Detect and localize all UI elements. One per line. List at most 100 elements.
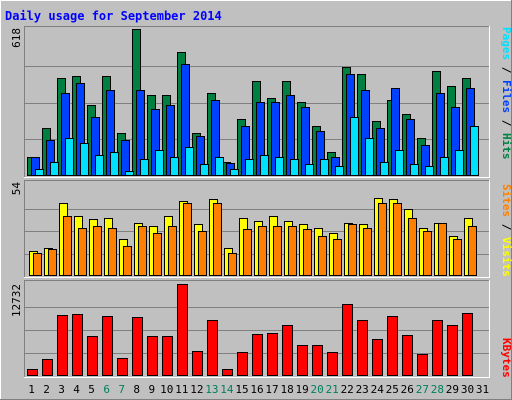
- bar-sites-day-19: [303, 229, 312, 276]
- bar-kbytes-day-17: [267, 333, 278, 376]
- bar-sites-day-22: [348, 224, 357, 276]
- day-label-8: 8: [133, 383, 140, 396]
- bar-pages-day-9: [155, 150, 164, 176]
- day-label-19: 19: [295, 383, 308, 396]
- bar-sites-day-10: [168, 226, 177, 276]
- bar-pages-day-1: [35, 169, 44, 176]
- bar-sites-day-18: [288, 226, 297, 276]
- legend-top-part-3: /: [500, 113, 512, 133]
- day-label-24: 24: [371, 383, 385, 396]
- bar-kbytes-day-11: [177, 284, 188, 376]
- bar-kbytes-day-20: [312, 345, 323, 376]
- bar-pages-day-3: [65, 138, 74, 176]
- bar-pages-day-20: [320, 159, 329, 176]
- bar-pages-day-23: [365, 138, 374, 176]
- day-label-2: 2: [43, 383, 50, 396]
- bar-sites-day-23: [363, 228, 372, 276]
- bar-kbytes-day-6: [102, 316, 113, 376]
- bar-sites-day-13: [213, 203, 222, 276]
- bar-files-day-7: [121, 140, 130, 176]
- day-label-16: 16: [250, 383, 263, 396]
- panel-1: [24, 26, 490, 178]
- bar-sites-day-16: [258, 226, 267, 276]
- bar-kbytes-day-1: [27, 369, 38, 376]
- day-label-7: 7: [118, 383, 125, 396]
- bar-kbytes-day-27: [417, 354, 428, 376]
- panel-3: [24, 280, 490, 378]
- bar-kbytes-day-24: [372, 339, 383, 376]
- bar-kbytes-day-18: [282, 325, 293, 376]
- legend-sites-visits: Sites / Visits: [500, 184, 512, 277]
- day-label-29: 29: [446, 383, 459, 396]
- bar-kbytes-day-22: [342, 304, 353, 376]
- day-label-12: 12: [190, 383, 203, 396]
- day-label-9: 9: [148, 383, 155, 396]
- bar-kbytes-day-28: [432, 320, 443, 376]
- legend-top-part-0: Pages: [500, 27, 512, 60]
- day-label-13: 13: [205, 383, 218, 396]
- bar-sites-day-6: [108, 228, 117, 276]
- day-label-3: 3: [58, 383, 65, 396]
- legend-bottom-part-0: KBytes: [500, 338, 512, 378]
- bar-sites-day-9: [153, 233, 162, 276]
- chart-panels: [24, 26, 490, 378]
- bar-sites-day-26: [408, 218, 417, 276]
- bar-pages-day-16: [260, 155, 269, 176]
- bar-pages-day-17: [275, 157, 284, 176]
- bar-pages-day-18: [290, 159, 299, 176]
- bar-kbytes-day-13: [207, 320, 218, 376]
- panel-2: [24, 180, 490, 278]
- bar-sites-day-7: [123, 246, 132, 276]
- bar-kbytes-day-25: [387, 316, 398, 376]
- day-label-15: 15: [235, 383, 248, 396]
- day-label-25: 25: [386, 383, 399, 396]
- bar-sites-day-5: [93, 226, 102, 276]
- bar-pages-day-29: [455, 150, 464, 176]
- bar-pages-day-27: [425, 166, 434, 176]
- bar-pages-day-15: [245, 159, 254, 176]
- day-label-21: 21: [326, 383, 339, 396]
- bar-pages-day-21: [335, 166, 344, 176]
- bar-sites-day-21: [333, 239, 342, 276]
- day-label-28: 28: [431, 383, 444, 396]
- day-label-4: 4: [73, 383, 80, 396]
- bar-sites-day-15: [243, 229, 252, 276]
- bar-sites-day-3: [63, 216, 72, 276]
- bar-pages-day-8: [140, 159, 149, 176]
- day-label-5: 5: [88, 383, 95, 396]
- bar-sites-day-24: [378, 203, 387, 276]
- bar-sites-day-27: [423, 231, 432, 276]
- bar-kbytes-day-19: [297, 345, 308, 376]
- bar-pages-day-2: [50, 162, 59, 176]
- day-label-26: 26: [401, 383, 414, 396]
- bar-pages-day-28: [440, 157, 449, 176]
- bar-kbytes-day-14: [222, 369, 233, 376]
- bar-pages-day-13: [215, 157, 224, 176]
- bar-pages-day-24: [380, 162, 389, 176]
- top-axis-max-label: 618: [10, 28, 23, 48]
- day-label-17: 17: [265, 383, 278, 396]
- day-label-20: 20: [310, 383, 323, 396]
- day-label-14: 14: [220, 383, 234, 396]
- bar-sites-day-20: [318, 236, 327, 276]
- bar-sites-day-2: [48, 249, 57, 276]
- day-label-6: 6: [103, 383, 110, 396]
- bar-sites-day-11: [183, 203, 192, 276]
- bottom-axis-max-label: 12732: [10, 284, 23, 317]
- bar-pages-day-4: [80, 143, 89, 176]
- bar-pages-day-7: [125, 171, 134, 176]
- bar-sites-day-4: [78, 228, 87, 276]
- day-label-30: 30: [461, 383, 474, 396]
- bar-sites-day-29: [453, 239, 462, 276]
- bar-sites-day-8: [138, 226, 147, 276]
- day-label-10: 10: [160, 383, 173, 396]
- chart-title: Daily usage for September 2014: [5, 9, 222, 23]
- day-label-1: 1: [28, 383, 35, 396]
- bar-kbytes-day-21: [327, 352, 338, 376]
- legend-kbytes: KBytes: [500, 338, 512, 378]
- bar-kbytes-day-8: [132, 317, 143, 376]
- bar-pages-day-6: [110, 152, 119, 176]
- bar-pages-day-10: [170, 157, 179, 176]
- bar-kbytes-day-23: [357, 320, 368, 376]
